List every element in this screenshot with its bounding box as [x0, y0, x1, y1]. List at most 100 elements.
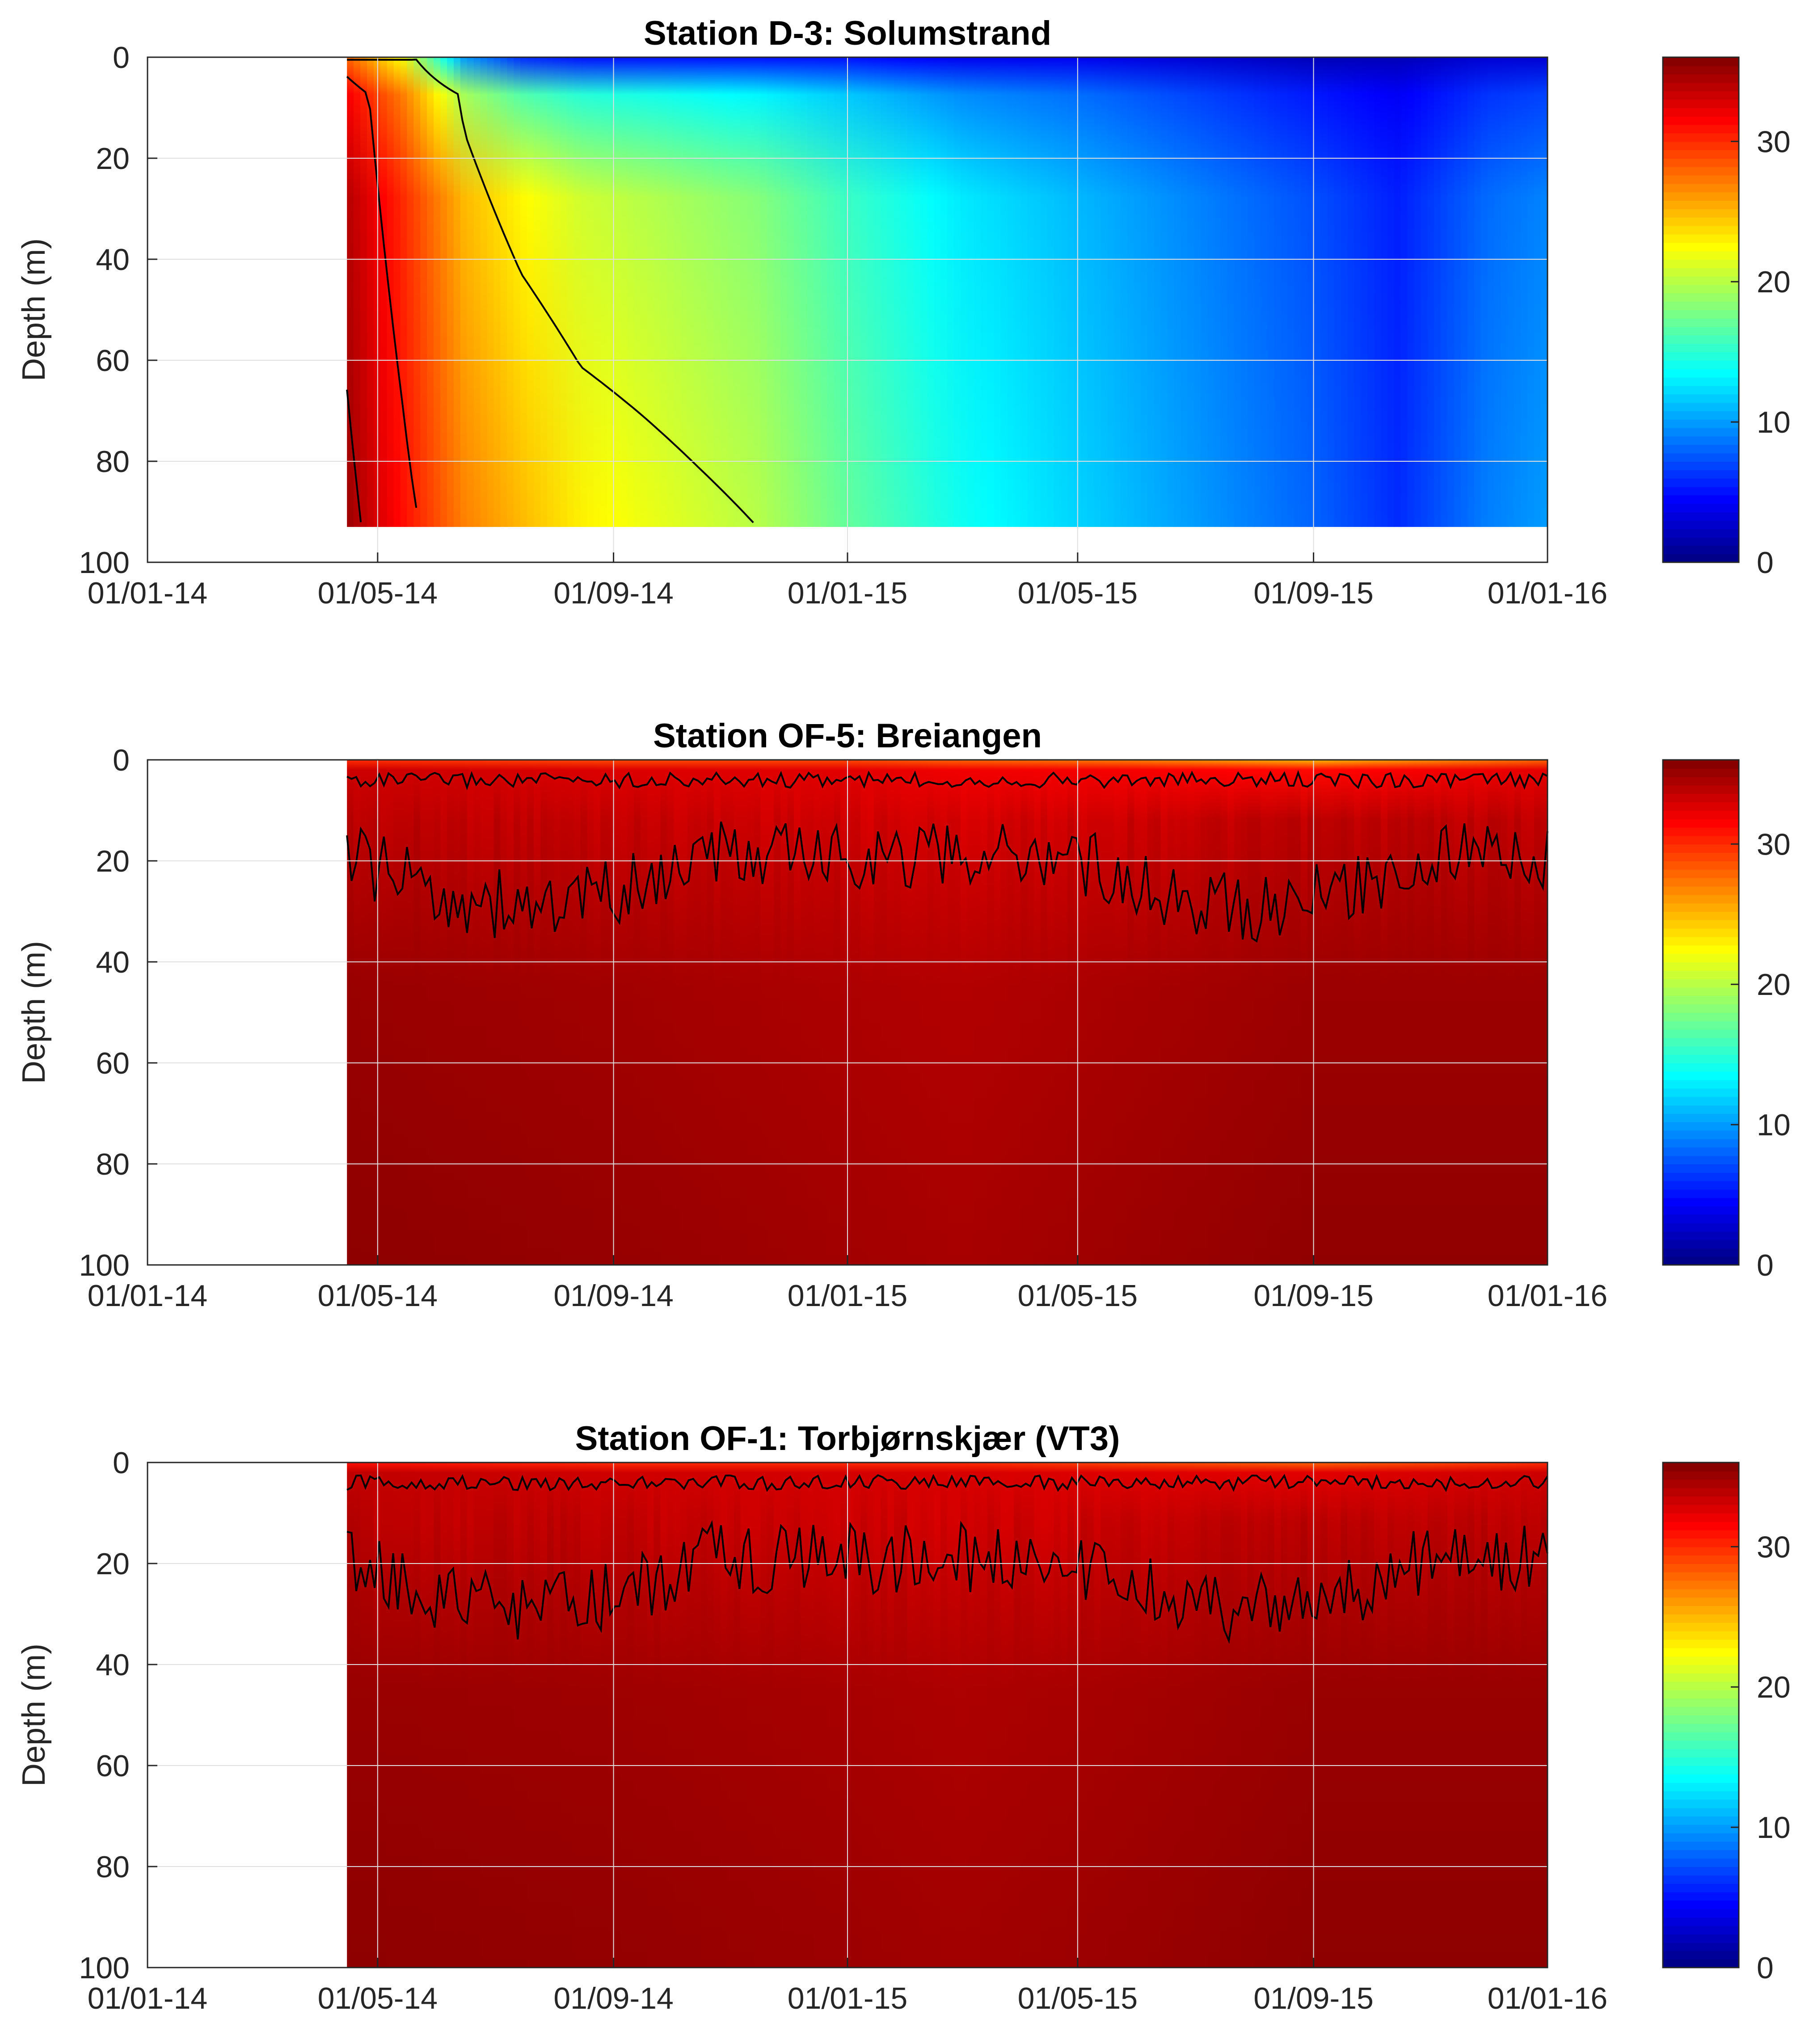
colorbar-band — [1663, 486, 1739, 496]
field-column — [647, 760, 654, 1265]
field-column — [1020, 57, 1028, 527]
field-column — [600, 760, 608, 1265]
field-column — [1214, 760, 1221, 1265]
field-column — [493, 57, 501, 527]
field-column — [1414, 1462, 1421, 1968]
colorbar-band — [1663, 861, 1739, 870]
field-column — [707, 1462, 714, 1968]
field-column — [440, 57, 448, 527]
field-column — [553, 1462, 561, 1968]
field-column — [987, 57, 995, 527]
field-column — [974, 1462, 981, 1968]
field-column — [587, 1462, 595, 1968]
field-column — [367, 1462, 374, 1968]
field-column — [1314, 57, 1321, 527]
field-column — [387, 57, 394, 527]
field-column — [1140, 57, 1148, 527]
field-column — [1261, 1462, 1268, 1968]
field-column — [834, 57, 841, 527]
colorbar-band — [1663, 242, 1739, 252]
field-column — [533, 760, 541, 1265]
colorbar-band — [1663, 1867, 1739, 1875]
field-column — [1441, 760, 1448, 1265]
field-column — [467, 57, 474, 527]
colorbar-band — [1663, 141, 1739, 151]
field-column — [700, 57, 708, 527]
colorbar-band — [1663, 1824, 1739, 1833]
field-column — [727, 1462, 734, 1968]
colorbar-band — [1663, 528, 1739, 538]
colorbar-band — [1663, 192, 1739, 201]
colorbar-band — [1663, 402, 1739, 411]
field-column — [400, 1462, 408, 1968]
colorbar-band — [1663, 444, 1739, 454]
colorbar-band — [1663, 1138, 1739, 1148]
field-column — [1527, 1462, 1535, 1968]
field-column — [1234, 57, 1241, 527]
field-column — [880, 1462, 888, 1968]
colorbar-band — [1663, 1917, 1739, 1926]
field-column — [434, 1462, 441, 1968]
field-column — [547, 1462, 554, 1968]
field-column — [1300, 760, 1308, 1265]
chart-title: Station D-3: Solumstrand — [644, 14, 1051, 52]
field-column — [573, 57, 581, 527]
field-column — [1134, 1462, 1141, 1968]
field-column — [1101, 57, 1108, 527]
x-tick-label: 01/01-14 — [88, 576, 207, 610]
field-column — [1487, 1462, 1495, 1968]
colorbar-band — [1663, 1808, 1739, 1816]
field-column — [1474, 57, 1481, 527]
colorbar-band — [1663, 1959, 1739, 1968]
field-column — [1067, 57, 1075, 527]
field-column — [447, 760, 454, 1265]
y-tick-label: 100 — [79, 1248, 130, 1282]
field-column — [940, 1462, 948, 1968]
field-column — [1067, 760, 1075, 1265]
field-column — [393, 760, 401, 1265]
field-column — [847, 760, 855, 1265]
field-column — [1000, 57, 1008, 527]
field-column — [620, 1462, 628, 1968]
colorbar-tick-label: 30 — [1757, 1530, 1791, 1564]
field-column — [1274, 1462, 1282, 1968]
field-column — [567, 760, 574, 1265]
y-tick-label: 20 — [96, 142, 130, 176]
field-column — [1521, 1462, 1528, 1968]
field-column — [1487, 57, 1495, 527]
field-column — [514, 57, 521, 527]
field-column — [373, 57, 381, 527]
field-column — [854, 1462, 861, 1968]
colorbar-band — [1663, 1046, 1739, 1055]
field-column — [713, 1462, 721, 1968]
field-column — [907, 57, 915, 527]
field-column — [440, 760, 448, 1265]
field-column — [1034, 760, 1041, 1265]
field-column — [867, 57, 874, 527]
field-column — [1294, 1462, 1301, 1968]
colorbar-band — [1663, 82, 1739, 92]
field-column — [487, 760, 494, 1265]
field-column — [1040, 760, 1048, 1265]
colorbar-band — [1663, 495, 1739, 504]
field-column — [1014, 57, 1021, 527]
field-column — [467, 760, 474, 1265]
field-column — [807, 760, 814, 1265]
field-column — [994, 57, 1001, 527]
field-column — [453, 760, 461, 1265]
field-column — [1441, 57, 1448, 527]
field-column — [827, 57, 835, 527]
field-column — [954, 760, 961, 1265]
colorbar-band — [1663, 852, 1739, 861]
field-column — [774, 1462, 781, 1968]
field-column — [387, 1462, 394, 1968]
colorbar-band — [1663, 1715, 1739, 1724]
field-column — [553, 760, 561, 1265]
field-column — [854, 57, 861, 527]
colorbar-band — [1663, 1513, 1739, 1522]
colorbar-band — [1663, 1883, 1739, 1892]
field-column — [1254, 57, 1261, 527]
contour-30 — [346, 770, 1548, 791]
field-column — [987, 1462, 995, 1968]
